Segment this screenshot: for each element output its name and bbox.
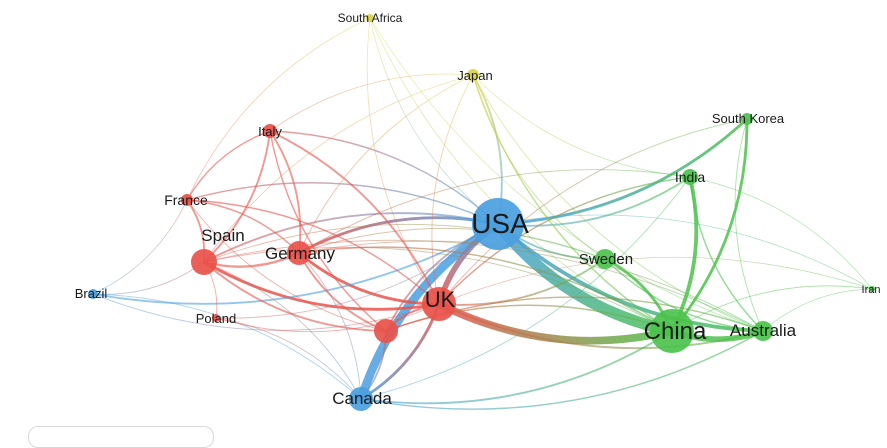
node-label-south-korea: South Korea [712, 111, 785, 126]
node-france[interactable] [181, 194, 193, 206]
node-label-poland: Poland [196, 311, 236, 326]
edge-usa-france [186, 182, 499, 225]
edge-italy-unlabeled_red [269, 130, 387, 332]
edge-uk-australia [438, 303, 764, 350]
node-label-sweden: Sweden [579, 251, 633, 268]
edge-germany-france [186, 199, 300, 254]
node-label-uk: UK [425, 287, 456, 312]
edge-spain-uk [202, 260, 441, 311]
edge-iran-usa [497, 214, 873, 290]
edge-canada-poland [215, 317, 362, 400]
edge-usa-spain [203, 212, 499, 263]
node-usa[interactable] [472, 198, 524, 250]
edge-france-unlabeled_red [186, 199, 387, 332]
edge-germany-uk [297, 251, 441, 306]
edge-iran-india [689, 176, 873, 290]
node-poland[interactable] [212, 314, 220, 322]
node-label-france: France [164, 192, 208, 208]
edge-uk-italy [269, 130, 440, 305]
edge-poland-uk [215, 303, 440, 333]
edge-iran-uk [438, 256, 873, 305]
node-canada[interactable] [349, 387, 373, 411]
node-south-africa[interactable] [366, 14, 374, 22]
edge-south_africa-france [186, 17, 371, 201]
edge-canada-china [360, 330, 673, 405]
edge-sweden-spain [203, 223, 606, 263]
edge-china-unlabeled_red [385, 304, 673, 332]
node-label-canada: Canada [332, 389, 392, 408]
edge-canada-germany [298, 252, 362, 400]
edge-brazil-uk [92, 293, 440, 331]
node-sweden[interactable] [595, 249, 615, 269]
node-italy[interactable] [263, 124, 277, 138]
node-label-spain: Spain [201, 226, 244, 245]
edge-canada-brazil [92, 293, 362, 400]
edge-usa-south_korea [496, 117, 749, 226]
node-japan[interactable] [467, 69, 479, 81]
node-australia[interactable] [753, 321, 773, 341]
node-germany[interactable] [287, 241, 311, 265]
edge-south_africa-usa [369, 17, 499, 225]
node-label-china: China [644, 318, 707, 345]
node-uk[interactable] [422, 287, 456, 321]
edge-usa-italy [269, 130, 499, 225]
edge-japan-australia [472, 74, 764, 332]
search-box[interactable] [28, 426, 214, 448]
node-label-japan: Japan [457, 68, 492, 83]
node-label-australia: Australia [730, 321, 797, 340]
edge-canada-india [360, 176, 691, 400]
edge-australia-germany [298, 240, 764, 332]
edge-sweden-germany [298, 227, 606, 260]
edge-south_africa-australia [369, 17, 764, 332]
edge-china-germany [298, 246, 673, 332]
edge-iran-australia [762, 288, 873, 332]
node-china[interactable] [650, 309, 694, 353]
node-iran[interactable] [869, 286, 875, 292]
edge-south_korea-uk [438, 118, 748, 305]
edge-canada-australia [360, 330, 764, 410]
edge-china-south_korea [670, 117, 749, 333]
edge-uk-sweden [438, 258, 606, 306]
node-unlabeled-red[interactable] [374, 319, 398, 343]
label-layer: South Africa Japan South Korea Italy India Fr… [75, 11, 881, 408]
edge-japan-uk [431, 74, 474, 305]
edge-iran-china [671, 285, 873, 332]
node-label-italy: Italy [258, 124, 282, 139]
edge-poland-usa [215, 223, 499, 319]
edge-india-germany [298, 169, 691, 254]
edge-germany-italy [269, 130, 302, 254]
node-spain[interactable] [191, 249, 217, 275]
node-india[interactable] [682, 169, 698, 185]
edge-japan-italy [269, 73, 474, 132]
edge-china-spain [203, 246, 673, 332]
edge-brazil-spain [92, 261, 205, 295]
node-south-korea[interactable] [741, 113, 753, 125]
collaboration-network: South Africa Japan South Korea Italy India Fr… [75, 11, 881, 411]
edge-spain-italy [203, 130, 271, 263]
edge-spain-unlabeled_red [203, 261, 387, 332]
edge-japan-china [472, 74, 673, 332]
node-brazil[interactable] [88, 289, 98, 299]
edge-india-australia [689, 176, 764, 332]
node-layer [88, 14, 875, 411]
node-label-brazil: Brazil [75, 286, 108, 301]
edge-uk-france [186, 199, 440, 305]
node-label-south-africa: South Africa [338, 11, 403, 25]
node-label-india: India [675, 169, 706, 185]
node-label-iran: Iran [862, 284, 881, 296]
edge-south_africa-uk [366, 17, 440, 305]
edge-japan-germany [298, 74, 474, 254]
edge-canada-spain [203, 261, 362, 400]
node-label-germany: Germany [265, 244, 335, 263]
edge-usa-china [492, 218, 678, 337]
edge-india-uk [438, 176, 691, 305]
node-label-usa: USA [471, 208, 529, 239]
edge-brazil-france [92, 199, 188, 295]
edge-japan-india [472, 74, 691, 178]
edge-japan-spain [203, 74, 474, 263]
edge-south_korea-australia [734, 118, 764, 332]
edge-italy-france [186, 130, 271, 201]
